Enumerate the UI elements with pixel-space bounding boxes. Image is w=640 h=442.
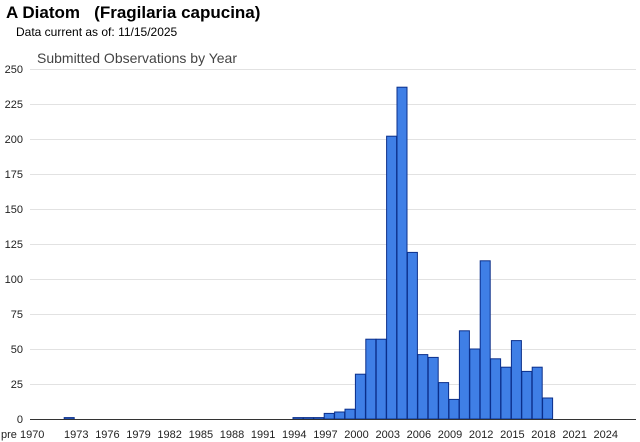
bar: [531, 366, 543, 420]
x-tick-label: 2024: [594, 429, 618, 441]
bar: [344, 408, 356, 420]
data-current-date: 11/15/2025: [118, 25, 178, 39]
x-tick-label: pre 1970: [1, 429, 44, 441]
bar: [510, 340, 522, 420]
bar: [313, 417, 325, 420]
bar: [427, 356, 439, 420]
bar: [448, 398, 460, 420]
bar: [469, 348, 481, 420]
x-tick-label: 1985: [189, 429, 213, 441]
chart-title: Submitted Observations by Year: [37, 50, 237, 66]
bar: [500, 366, 512, 420]
bar: [396, 86, 408, 420]
x-tick-label: 2015: [500, 429, 524, 441]
y-tick-label: 0: [17, 414, 23, 426]
x-tick-label: 2012: [469, 429, 493, 441]
x-tick-label: 1982: [157, 429, 181, 441]
bar: [479, 260, 491, 420]
y-axis-tick-labels: 0 25 50 75 100 125 150 175 200 225 250: [5, 64, 23, 426]
x-axis-tick-labels: pre 1970 1973 1976 1979 1982 1985 1988 1991 1994…: [1, 429, 618, 441]
y-tick-label: 25: [11, 379, 23, 391]
x-tick-label: 1979: [126, 429, 150, 441]
y-tick-label: 75: [11, 309, 23, 321]
x-tick-label: 2018: [531, 429, 555, 441]
x-tick-label: 2003: [376, 429, 400, 441]
x-tick-label: 1973: [64, 429, 88, 441]
y-tick-label: 50: [11, 344, 23, 356]
y-tick-label: 250: [5, 64, 23, 76]
y-tick-label: 125: [5, 239, 23, 251]
x-tick-label: 1988: [220, 429, 244, 441]
page-title: A Diatom (Fragilaria capucina): [6, 3, 261, 22]
y-tick-label: 200: [5, 134, 23, 146]
y-tick-label: 225: [5, 99, 23, 111]
gridlines: [30, 69, 636, 385]
x-tick-label: 1991: [251, 429, 275, 441]
bar: [323, 412, 335, 420]
y-tick-label: 100: [5, 274, 23, 286]
data-current-line: Data current as of: 11/15/2025: [16, 25, 177, 39]
bars: [63, 86, 554, 420]
bar: [417, 354, 429, 420]
y-tick-label: 150: [5, 204, 23, 216]
bar: [542, 397, 554, 420]
bar: [63, 417, 75, 420]
bar: [406, 251, 418, 420]
bar: [354, 373, 366, 420]
x-tick-label: 1997: [313, 429, 337, 441]
bar: [438, 382, 450, 420]
x-tick-label: 1994: [282, 429, 306, 441]
bar: [386, 135, 398, 420]
x-tick-label: 2000: [344, 429, 368, 441]
data-current-label: Data current as of:: [16, 25, 115, 39]
x-tick-label: 2006: [407, 429, 431, 441]
bar: [334, 411, 346, 420]
y-tick-label: 175: [5, 169, 23, 181]
bar: [292, 417, 304, 420]
bar: [302, 417, 314, 420]
bar: [365, 338, 377, 420]
bar: [458, 330, 470, 420]
bar: [375, 338, 387, 420]
bar: [521, 370, 533, 420]
x-tick-label: 2021: [562, 429, 586, 441]
x-tick-label: 2009: [438, 429, 462, 441]
x-tick-label: 1976: [95, 429, 119, 441]
bar: [490, 358, 502, 420]
